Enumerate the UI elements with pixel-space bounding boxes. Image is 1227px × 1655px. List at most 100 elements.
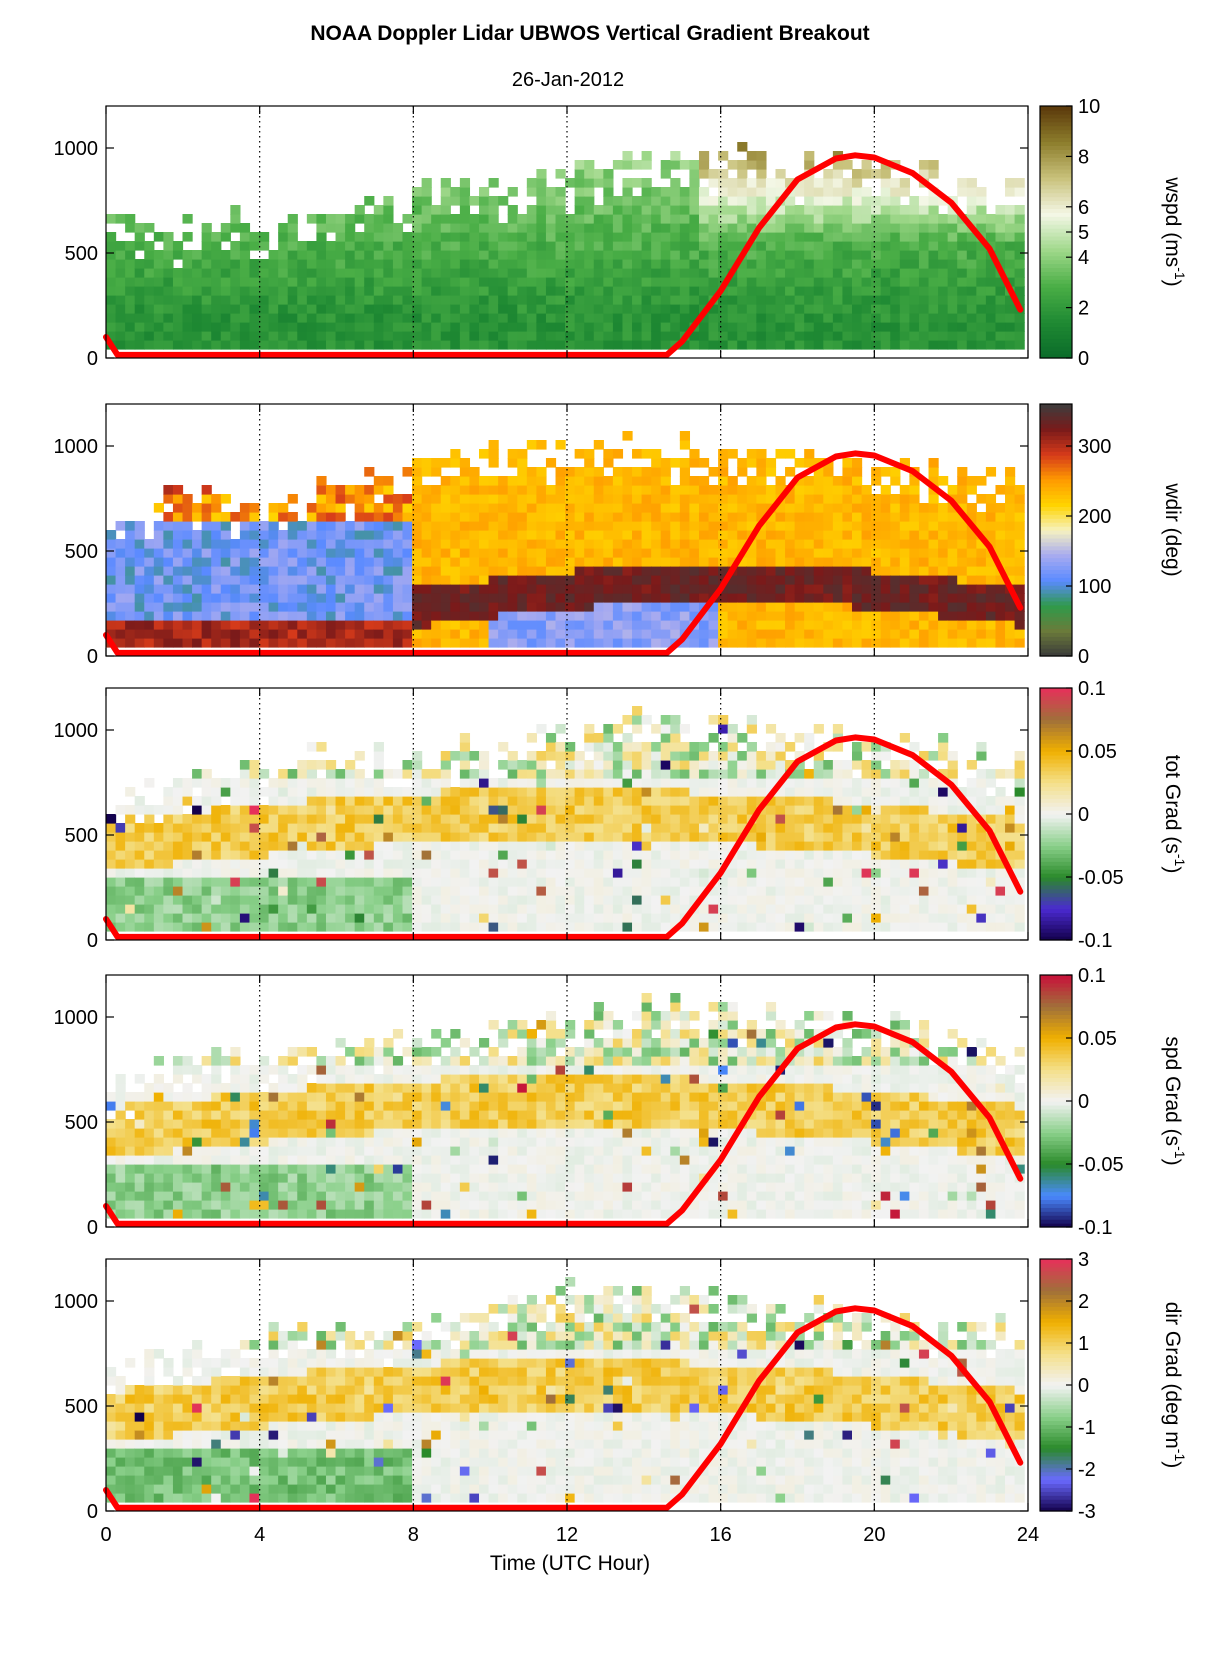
heatmap-cell [603,760,614,770]
heatmap-cell [593,751,604,761]
heatmap-cell [306,214,318,224]
heatmap-cell [565,629,576,639]
heatmap-cell [689,805,700,815]
heatmap-cell [316,259,327,269]
colorbar-swatch [1040,474,1072,480]
heatmap-cell [832,575,844,585]
heatmap-cell [278,841,289,851]
heatmap-cell [517,449,528,459]
heatmap-cell [268,620,279,630]
heatmap-cell [698,742,710,752]
heatmap-cell [392,277,404,287]
heatmap-cell [966,485,977,495]
heatmap-cell [450,530,461,540]
heatmap-cell [239,796,251,806]
heatmap-cell [220,232,231,242]
heatmap-cell [412,760,423,770]
heatmap-cell [450,904,461,914]
heatmap-cell [268,322,279,332]
heatmap-cell [584,602,595,612]
heatmap-cell [316,539,327,549]
heatmap-cell [239,232,251,242]
heatmap-cell [345,295,356,305]
heatmap-cell [985,611,997,621]
heatmap-cell [756,787,767,797]
heatmap-cell [239,313,251,323]
heatmap-cell [412,223,423,233]
heatmap-cell [708,286,719,296]
heatmap-cell [287,304,298,314]
heatmap-cell [756,485,767,495]
heatmap-cell [172,602,184,612]
heatmap-cell [804,575,815,585]
heatmap-cell [737,539,748,549]
heatmap-cell [574,241,585,251]
heatmap-cell [153,259,164,269]
heatmap-cell [746,823,757,833]
heatmap-cell [469,850,480,860]
heatmap-cell [880,530,891,540]
heatmap-cell [899,638,910,648]
heatmap-cell [412,602,423,612]
heatmap-cell [479,823,490,833]
heatmap-cell [641,160,652,170]
heatmap-cell [746,557,757,567]
heatmap-cell [1005,178,1016,188]
colorbar-swatch [1040,216,1072,221]
heatmap-cell [182,530,193,540]
heatmap-cell [660,548,671,558]
heatmap-cell [746,250,757,260]
heatmap-cell [612,877,624,887]
heatmap-cell [785,232,796,242]
heatmap-cell [498,548,509,558]
heatmap-cell [325,922,337,932]
heatmap-cell [335,485,346,495]
heatmap-cell [536,593,547,603]
heatmap-cell [603,593,614,603]
heatmap-cell [536,295,547,305]
heatmap-cell [249,277,260,287]
heatmap-cell [813,205,824,215]
heatmap-cell [804,593,815,603]
heatmap-cell [268,868,279,878]
heatmap-cell [995,250,1006,260]
heatmap-cell [890,304,901,314]
heatmap-cell [670,485,681,495]
heatmap-cell [622,557,633,567]
heatmap-cell [335,494,346,504]
heatmap-cell [794,575,805,585]
heatmap-cell [335,259,346,269]
heatmap-cell [412,566,423,576]
heatmap-cell [928,322,939,332]
heatmap-cell [498,494,509,504]
heatmap-cell [373,841,384,851]
heatmap-cell [488,814,499,824]
heatmap-cell [345,250,356,260]
heatmap-cell [976,620,987,630]
heatmap-cell [106,331,117,341]
heatmap-cell [125,539,136,549]
heatmap-cell [928,539,939,549]
heatmap-cell [440,331,451,341]
heatmap-cell [632,868,643,878]
heatmap-cell [660,187,671,197]
heatmap-cell [813,340,824,350]
heatmap-cell [622,751,633,761]
heatmap-cell [880,503,891,513]
heatmap-cell [421,322,432,332]
heatmap-cell [306,259,318,269]
heatmap-cell [861,250,872,260]
heatmap-cell [794,313,805,323]
colorbar-swatch [1040,451,1072,456]
heatmap-cell [278,566,289,576]
heatmap-cell [622,796,633,806]
heatmap-cell [125,322,136,332]
heatmap-cell [469,886,480,896]
heatmap-cell [364,832,375,842]
heatmap-cell [220,566,231,576]
heatmap-cell [536,440,547,450]
heatmap-cell [507,751,518,761]
heatmap-cell [526,530,537,540]
heatmap-cell [651,751,662,761]
heatmap-cell [211,796,222,806]
